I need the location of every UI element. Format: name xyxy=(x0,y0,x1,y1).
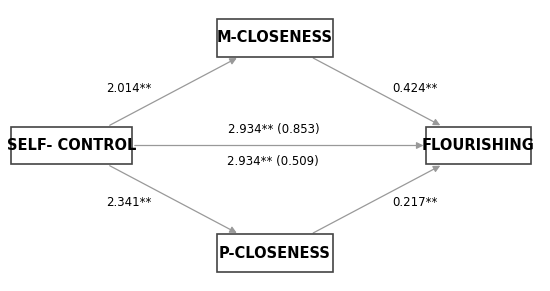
Text: 0.424**: 0.424** xyxy=(393,82,438,95)
FancyBboxPatch shape xyxy=(217,234,333,272)
Text: FLOURISHING: FLOURISHING xyxy=(422,138,535,153)
Text: 2.014**: 2.014** xyxy=(107,82,152,95)
Text: P-CLOSENESS: P-CLOSENESS xyxy=(219,246,331,261)
Text: 2.341**: 2.341** xyxy=(107,196,152,209)
Text: 2.934** (0.853): 2.934** (0.853) xyxy=(228,123,319,136)
Text: SELF- CONTROL: SELF- CONTROL xyxy=(7,138,136,153)
Text: M-CLOSENESS: M-CLOSENESS xyxy=(217,30,333,45)
FancyBboxPatch shape xyxy=(426,127,531,164)
Text: 0.217**: 0.217** xyxy=(393,196,438,209)
FancyBboxPatch shape xyxy=(11,127,132,164)
Text: 2.934** (0.509): 2.934** (0.509) xyxy=(228,155,319,168)
FancyBboxPatch shape xyxy=(217,19,333,57)
